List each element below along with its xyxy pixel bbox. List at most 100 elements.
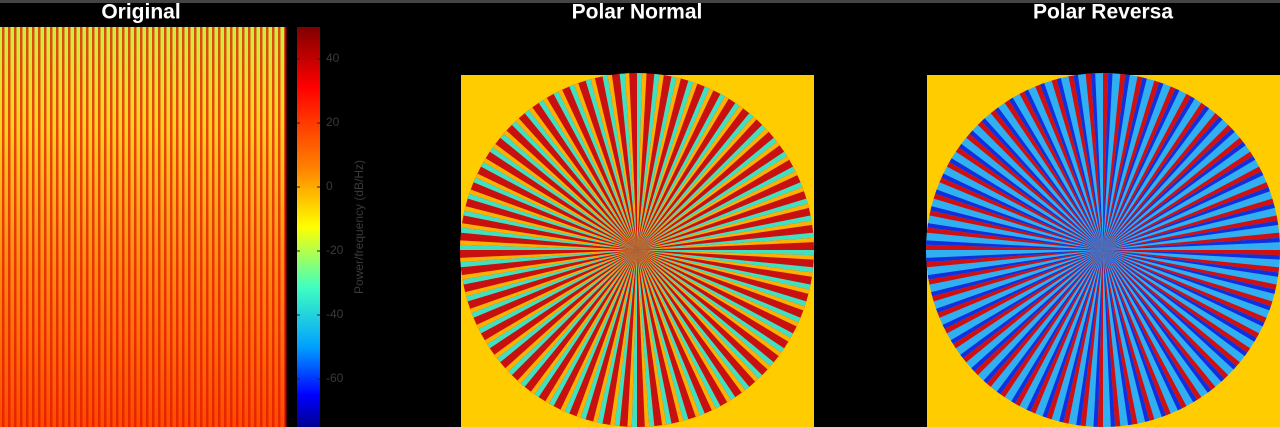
spoke bbox=[926, 244, 1103, 250]
spoke bbox=[1103, 250, 1280, 332]
spoke bbox=[926, 250, 1103, 309]
spoke bbox=[560, 73, 637, 250]
spoke bbox=[1103, 250, 1280, 295]
stripe bbox=[182, 27, 185, 427]
spoke bbox=[930, 250, 1103, 357]
stripe bbox=[104, 27, 107, 427]
spoke bbox=[1103, 250, 1180, 427]
spoke bbox=[578, 73, 637, 250]
spoke bbox=[637, 250, 671, 427]
spoke bbox=[514, 88, 637, 250]
spoke bbox=[587, 250, 637, 427]
spoke bbox=[637, 250, 814, 337]
spoke bbox=[1103, 250, 1230, 409]
spoke bbox=[1103, 73, 1109, 250]
spoke bbox=[474, 130, 637, 250]
spoke bbox=[565, 73, 637, 250]
spoke bbox=[637, 250, 677, 427]
spoke bbox=[521, 250, 637, 417]
spoke bbox=[1103, 250, 1280, 261]
spoke bbox=[1103, 250, 1270, 366]
spoke bbox=[926, 250, 1103, 322]
spoke bbox=[1103, 143, 1276, 250]
spoke bbox=[1103, 173, 1280, 250]
spoke bbox=[637, 250, 749, 420]
spoke bbox=[1103, 127, 1265, 250]
spoke bbox=[460, 250, 637, 309]
spoke bbox=[486, 114, 637, 250]
spoke bbox=[940, 130, 1103, 250]
stripe bbox=[224, 27, 227, 427]
spoke bbox=[965, 101, 1103, 251]
spoke bbox=[1103, 250, 1280, 281]
spoke bbox=[926, 250, 1103, 284]
spoke bbox=[1050, 73, 1103, 250]
stripe bbox=[50, 27, 53, 427]
spoke bbox=[637, 73, 682, 250]
spoke bbox=[637, 73, 737, 250]
spoke bbox=[637, 123, 796, 250]
spoke bbox=[926, 224, 1103, 250]
spoke bbox=[637, 127, 799, 250]
spoke bbox=[637, 236, 814, 250]
spoke bbox=[1103, 250, 1280, 314]
spoke bbox=[1103, 99, 1239, 251]
spoke bbox=[1103, 155, 1280, 250]
spoke bbox=[1103, 250, 1277, 354]
stripe bbox=[86, 27, 89, 427]
stripe bbox=[80, 27, 83, 427]
stripe bbox=[272, 27, 275, 427]
spoke bbox=[1103, 178, 1280, 250]
spoke bbox=[637, 250, 814, 281]
spoke bbox=[478, 250, 637, 377]
spoke bbox=[637, 250, 804, 366]
colorbar-tick-label: -20 bbox=[326, 243, 344, 257]
spoke bbox=[637, 73, 668, 250]
spoke bbox=[1103, 73, 1134, 250]
spoke bbox=[1103, 250, 1156, 427]
spoke bbox=[637, 95, 769, 250]
spoke bbox=[1103, 250, 1162, 427]
stripe bbox=[170, 27, 173, 427]
spoke bbox=[1103, 83, 1219, 250]
spoke bbox=[1103, 250, 1280, 350]
spoke bbox=[637, 250, 760, 412]
spoke bbox=[555, 250, 637, 427]
spoke bbox=[637, 99, 773, 251]
spoke bbox=[460, 250, 637, 290]
spoke bbox=[1103, 250, 1117, 427]
stripe bbox=[164, 27, 167, 427]
stripe bbox=[134, 27, 137, 427]
spoke bbox=[948, 118, 1103, 250]
stripe bbox=[236, 27, 239, 427]
spoke bbox=[631, 250, 637, 427]
colorbar bbox=[297, 27, 320, 427]
spoke bbox=[637, 173, 814, 250]
spoke bbox=[584, 73, 637, 250]
stripe bbox=[188, 27, 191, 427]
spoke bbox=[637, 250, 814, 256]
spoke bbox=[1103, 250, 1123, 427]
spoke bbox=[542, 73, 637, 250]
spoke bbox=[976, 91, 1103, 251]
spoke bbox=[1013, 73, 1103, 250]
spoke bbox=[1097, 250, 1103, 427]
spoke bbox=[1103, 73, 1172, 250]
spoke bbox=[933, 250, 1103, 362]
stripe bbox=[56, 27, 59, 427]
spoke bbox=[637, 178, 814, 250]
spoke bbox=[488, 250, 637, 388]
polar-normal-spokes bbox=[460, 73, 814, 427]
spoke bbox=[1026, 73, 1103, 250]
spoke bbox=[460, 250, 637, 327]
spoke bbox=[637, 250, 788, 386]
spoke bbox=[460, 250, 637, 264]
spoke bbox=[1103, 160, 1280, 250]
stripe bbox=[230, 27, 233, 427]
spoke bbox=[941, 250, 1103, 373]
spoke bbox=[499, 101, 637, 251]
spoke bbox=[1103, 73, 1203, 250]
spoke bbox=[1063, 73, 1103, 250]
spoke bbox=[460, 200, 637, 250]
